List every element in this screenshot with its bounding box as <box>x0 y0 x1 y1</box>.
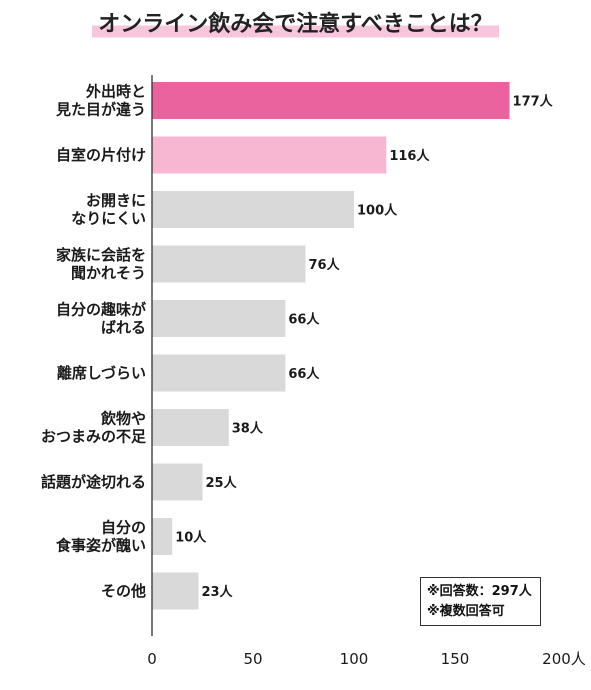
category-label-2: 自室の片付け <box>56 146 146 164</box>
value-label-7: 38人 <box>232 421 264 437</box>
category-label-4-line-1: 家族に会話を <box>56 246 146 264</box>
bar-5 <box>152 300 286 337</box>
value-label-6: 66人 <box>288 366 320 382</box>
value-label-3: 100人 <box>357 203 398 219</box>
category-label-5-line-1: 自分の趣味が <box>56 301 147 319</box>
x-tick-label-1: 0 <box>147 650 157 668</box>
title-container: オンライン飲み会で注意すべきことは？ <box>0 6 591 40</box>
bar-7 <box>152 409 229 446</box>
category-label-8: 話題が途切れる <box>41 473 146 491</box>
bar-8 <box>152 463 203 501</box>
x-tick-label-4: 150 <box>441 650 470 668</box>
chart-title: オンライン飲み会で注意すべきことは？ <box>92 6 499 40</box>
category-label-4-line-2: 聞かれそう <box>71 264 146 282</box>
x-tick-label-2: 50 <box>243 650 262 668</box>
category-label-1-line-1: 外出時と <box>85 83 146 101</box>
x-tick-label-3: 100 <box>340 650 369 668</box>
multiple-answer-note: ※複数回答可 <box>427 604 505 619</box>
value-label-2: 116人 <box>389 148 430 164</box>
bar-2 <box>152 136 387 174</box>
value-label-1: 177人 <box>513 94 554 110</box>
bar-10 <box>152 572 199 610</box>
category-label-9-line-2: 食事姿が醜い <box>56 537 146 555</box>
category-label-9-line-1: 自分の <box>101 519 146 537</box>
value-label-5: 66人 <box>288 312 320 328</box>
value-label-10: 23人 <box>201 584 233 600</box>
bar-4 <box>152 245 306 283</box>
category-label-6: 離席しづらい <box>57 364 146 382</box>
category-label-7-line-2: おつまみの不足 <box>41 428 147 446</box>
bar-9 <box>152 518 173 555</box>
value-label-9: 10人 <box>175 530 207 546</box>
category-label-7-line-1: 飲物や <box>100 410 146 428</box>
bar-3 <box>152 191 354 228</box>
category-label-3-line-2: なりにくい <box>71 210 146 228</box>
note-box: ※回答数：297人 ※複数回答可 <box>420 577 541 626</box>
value-label-8: 25人 <box>206 475 238 491</box>
bar-1 <box>152 82 510 119</box>
value-label-4: 76人 <box>309 257 341 273</box>
category-label-10: その他 <box>101 582 146 600</box>
response-count-note: ※回答数：297人 <box>427 584 532 599</box>
category-label-3-line-1: お開きに <box>86 192 146 210</box>
category-label-1-line-2: 見た目が違う <box>55 101 146 119</box>
category-label-5-line-2: ばれる <box>101 319 146 337</box>
x-tick-label-5: 200人 <box>542 650 586 668</box>
bar-6 <box>152 354 286 392</box>
